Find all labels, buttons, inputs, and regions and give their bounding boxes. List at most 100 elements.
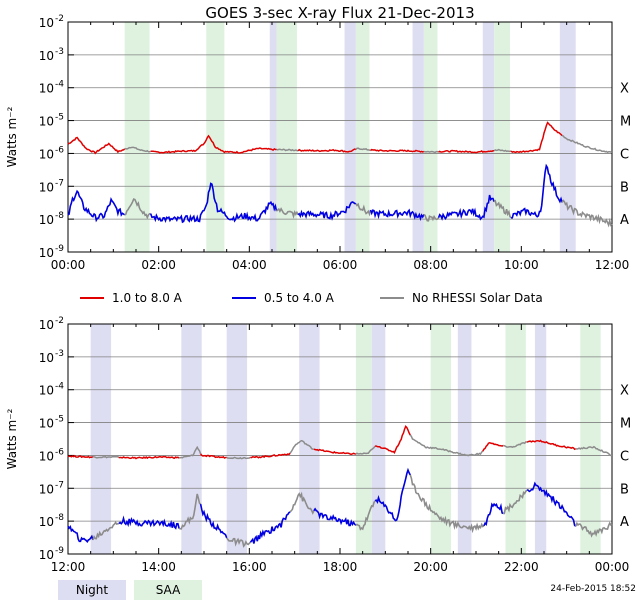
saa-band [505,324,526,554]
series-no-rhessi-segment [355,445,376,455]
series-short-channel-line [67,189,126,223]
legend-label: No RHESSI Solar Data [412,291,543,305]
y-tick-label: 10 [39,16,54,30]
y-tick-label: 10 [39,482,54,496]
y-tick-exponent: -4 [55,382,64,392]
class-label-C: C [620,449,629,464]
y-tick-label: 10 [39,548,54,562]
y-tick-exponent: -5 [55,415,64,425]
y-tick-label: 10 [39,82,54,96]
series-short-channel-line [374,467,412,522]
y-tick-exponent: -5 [55,113,64,123]
series-no-rhessi-segment [503,441,528,449]
night-band [534,324,547,554]
class-label-M: M [620,115,631,130]
x-tick-label: 00:00 [595,560,630,574]
y-tick-label: 10 [39,147,54,161]
night-key: Night [58,580,126,600]
saa-band [124,22,150,252]
y-tick-label: 10 [39,180,54,194]
legend-label: 1.0 to 8.0 A [112,291,183,305]
series-no-rhessi-segment [275,207,299,219]
series-long-channel-line [118,455,180,460]
class-label-C: C [620,147,629,162]
series-short-channel-line [118,515,180,530]
y-tick-exponent: -2 [55,316,64,326]
series-short-channel-line [437,194,495,221]
saa-key-label: SAA [155,583,181,597]
y-tick-exponent: -6 [55,447,64,457]
y-tick-exponent: -9 [55,244,64,254]
class-label-A: A [620,213,629,228]
series-no-rhessi-segment [92,455,120,459]
x-tick-label: 00:00 [51,258,86,272]
class-label-X: X [620,82,629,97]
series-long-channel-line [438,149,495,154]
x-tick-label: 06:00 [323,258,358,272]
y-tick-label: 10 [39,515,54,529]
y-tick-exponent: -7 [55,178,64,188]
x-tick-label: 02:00 [141,258,176,272]
y-tick-label: 10 [39,246,54,260]
saa-band [494,22,510,252]
night-band [412,22,424,252]
y-tick-label: 10 [39,49,54,63]
x-tick-label: 20:00 [413,560,448,574]
night-key-label: Night [75,583,109,597]
night-band [457,324,472,554]
series-short-channel-line [297,201,357,221]
saa-key: SAA [134,580,202,600]
series-long-channel-line [526,439,576,451]
series-no-rhessi-segment [574,521,613,538]
x-tick-label: 14:00 [141,560,176,574]
y-tick-label: 10 [39,351,54,365]
night-band [344,22,356,252]
y-tick-exponent: -9 [55,546,64,556]
x-tick-label: 16:00 [232,560,267,574]
y-tick-label: 10 [39,449,54,463]
saa-band [423,22,438,252]
y-tick-label: 10 [39,417,54,431]
series-no-rhessi-segment [124,198,151,220]
class-label-X: X [620,384,629,399]
y-axis-label: Watts m⁻² [5,408,19,469]
series-short-channel-line [149,182,278,224]
legend-label: 0.5 to 4.0 A [264,291,335,305]
series-no-rhessi-segment [409,434,484,457]
y-tick-exponent: -6 [55,145,64,155]
series-short-channel-line [511,163,563,219]
y-tick-label: 10 [39,318,54,332]
series-no-rhessi-segment [423,150,439,154]
series-no-rhessi-segment [493,199,512,219]
x-tick-label: 22:00 [504,560,539,574]
saa-band [430,324,452,554]
series-short-channel-line [199,503,228,539]
series-no-rhessi-segment [92,521,120,541]
series-long-channel-line [313,448,357,456]
series-long-channel-line [370,148,425,153]
saa-band [355,22,370,252]
series-short-channel-line [249,511,291,544]
saa-band [580,324,601,554]
series-long-channel-line [375,425,411,455]
series-no-rhessi-segment [493,148,512,153]
series-no-rhessi-segment [289,491,315,515]
series-long-channel-line [67,454,94,459]
night-band [559,22,576,252]
series-short-channel-line [526,481,577,527]
class-label-M: M [620,417,631,432]
series-no-rhessi-segment [355,202,372,217]
series-no-rhessi-segment [561,134,613,154]
night-band [269,22,277,252]
series-long-channel-line [67,136,126,155]
x-tick-label: 18:00 [323,560,358,574]
series-no-rhessi-segment [226,456,251,460]
x-tick-label: 12:00 [51,560,86,574]
series-no-rhessi-segment [124,146,152,153]
night-band [482,22,495,252]
panel-1: GOES 3-sec X-ray Flux 21-Dec-2013 00:00 02… [5,4,631,272]
series-short-channel-line [67,524,94,544]
y-tick-exponent: -8 [55,513,64,523]
series-no-rhessi-segment [503,489,528,515]
